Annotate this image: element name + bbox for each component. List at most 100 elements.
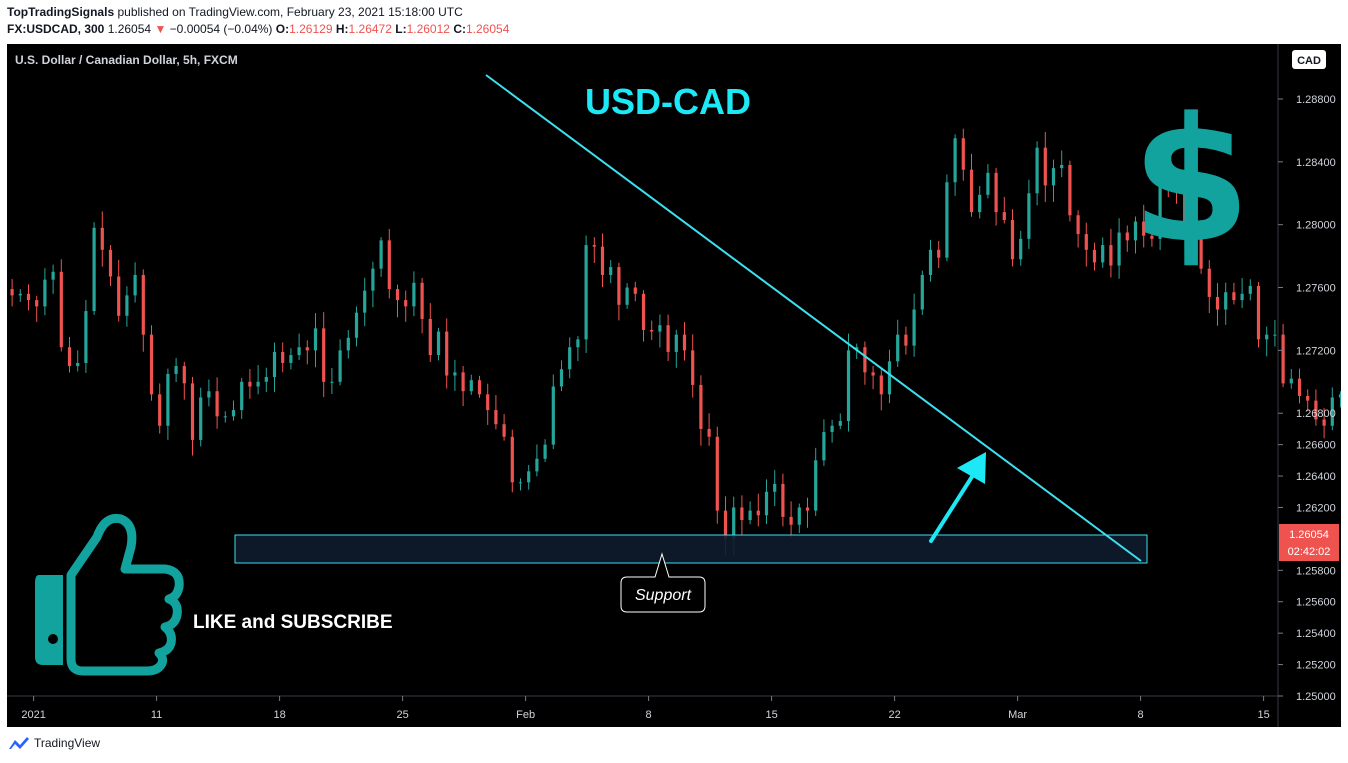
y-tick-label: 1.28000 (1296, 220, 1336, 232)
candle-body (1068, 164, 1072, 216)
x-tick-label: 15 (1257, 709, 1269, 721)
candle-body (231, 410, 236, 417)
chart-area[interactable]: Support USD-CAD U.S. Dollar / Canadian D… (7, 44, 1341, 727)
candle-body (617, 267, 621, 305)
price-axis[interactable]: 1.28800 1.28400 1.28000 1.27600 1.27200 1.268… (1278, 57, 1336, 703)
candle-body (404, 300, 408, 307)
candle-body (797, 507, 801, 525)
candle-body (543, 444, 547, 459)
candle-body (1060, 164, 1064, 169)
candle-body (1207, 268, 1211, 297)
svg-text:$: $ (1131, 80, 1251, 281)
candle-body (805, 507, 810, 511)
candle-body (764, 491, 769, 516)
candle-body (51, 271, 55, 280)
y-tick-label: 1.28400 (1296, 157, 1336, 169)
candle-body (961, 138, 965, 170)
candle-body (387, 240, 391, 290)
currency-badge[interactable]: CAD (1292, 50, 1326, 69)
publisher-name[interactable]: TopTradingSignals (7, 5, 115, 19)
candle-body (1133, 221, 1138, 241)
candle-body (830, 425, 834, 433)
candle-body (1174, 188, 1179, 191)
candle-body (527, 471, 531, 483)
candle-body (297, 347, 301, 356)
published-text: published on TradingView.com, February 2… (117, 5, 463, 19)
candle-body (1322, 419, 1326, 426)
candle-body (264, 377, 268, 382)
candle-body (945, 182, 949, 258)
support-zone[interactable] (234, 534, 1148, 564)
candle-body (904, 334, 908, 346)
y-tick-label: 1.25000 (1296, 691, 1336, 703)
chart-legend[interactable]: U.S. Dollar / Canadian Dollar, 5h, FXCM (15, 53, 238, 67)
candle-body (1338, 394, 1341, 398)
candle-body (1215, 296, 1220, 310)
candles-group (10, 128, 1341, 557)
low-value: 1.26012 (406, 22, 450, 36)
y-tick-label: 1.26800 (1296, 408, 1336, 420)
candle-body (469, 380, 473, 392)
candle-body (822, 432, 826, 461)
support-callout[interactable]: Support (620, 552, 706, 613)
candle-body (1109, 245, 1113, 266)
candle-body (1166, 171, 1170, 189)
candle-body (338, 350, 342, 382)
candle-body (838, 421, 842, 426)
candle-body (494, 410, 498, 425)
candle-body (723, 510, 728, 539)
candle-body (26, 293, 31, 301)
candle-body (453, 372, 457, 376)
x-tick-label: Mar (1008, 709, 1027, 721)
tradingview-logo[interactable]: TradingView (8, 736, 100, 750)
candle-body (35, 300, 39, 307)
candle-body (789, 516, 793, 525)
candle-body (436, 331, 441, 356)
candle-body (707, 428, 711, 437)
candle-body (658, 325, 662, 332)
y-tick-label: 1.26400 (1296, 471, 1336, 483)
candle-body (1273, 334, 1277, 336)
candle-body (322, 328, 326, 382)
y-tick-label: 1.26600 (1296, 440, 1336, 452)
candle-body (559, 369, 564, 387)
trend-line[interactable] (485, 74, 1142, 562)
candle-body (1084, 234, 1088, 250)
candle-body (1224, 292, 1228, 310)
x-tick-label: 22 (888, 709, 900, 721)
candle-body (1019, 238, 1023, 260)
candlestick-chart[interactable]: Support USD-CAD U.S. Dollar / Canadian D… (7, 44, 1341, 727)
candle-body (1076, 215, 1080, 235)
candle-body (182, 366, 186, 384)
candle-body (518, 482, 523, 484)
candle-body (600, 246, 605, 275)
candle-body (568, 347, 572, 370)
x-tick-label: 18 (273, 709, 285, 721)
candle-body (207, 391, 211, 398)
candle-body (76, 362, 80, 367)
candle-body (84, 311, 88, 363)
candle-body (248, 381, 252, 387)
candle-body (461, 372, 465, 392)
candle-body (428, 318, 432, 356)
candle-body (1158, 171, 1162, 239)
candle-body (363, 290, 367, 313)
high-value: 1.26472 (348, 22, 392, 36)
candle-body (1330, 397, 1334, 426)
candle-body (1101, 245, 1105, 263)
x-tick-label: 11 (151, 709, 162, 721)
y-tick-label: 1.28800 (1296, 94, 1336, 106)
candle-body (510, 436, 514, 483)
footer: TradingView (0, 727, 1348, 763)
last-price-tag[interactable]: 1.26054 02:42:02 (1279, 524, 1339, 561)
candle-body (100, 227, 104, 250)
candle-body (1297, 378, 1302, 396)
time-axis[interactable]: 2021 11 18 25 Feb 8 15 22 Mar 8 15 (21, 696, 1270, 721)
candle-body (855, 347, 859, 351)
candle-body (346, 337, 350, 351)
up-arrow-icon[interactable] (929, 452, 986, 543)
low-label: L: (395, 22, 407, 36)
candle-body (256, 381, 260, 387)
candle-body (1199, 224, 1203, 269)
candle-body (330, 381, 334, 383)
